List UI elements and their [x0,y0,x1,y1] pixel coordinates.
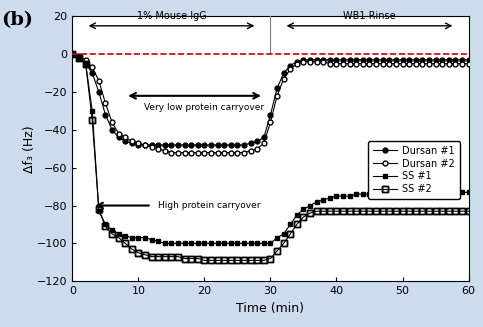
Dursan #2 [314,60,320,64]
SS #2 [201,258,207,262]
Dursan #1 [70,52,75,56]
SS #1 [70,52,75,56]
Dursan #1 [156,143,161,147]
SS #1 [419,190,425,194]
SS #2 [419,209,425,213]
Text: Very low protein carryover: Very low protein carryover [144,103,265,112]
SS #1 [215,241,221,245]
SS #2 [215,258,221,262]
Dursan #2 [287,67,293,71]
Line: Dursan #2: Dursan #2 [70,52,471,155]
SS #1 [149,238,155,242]
SS #1 [162,241,168,245]
Line: SS #2: SS #2 [69,51,472,264]
Dursan #2 [215,151,221,155]
Dursan #1 [136,143,142,147]
SS #2 [314,209,320,213]
Dursan #1 [466,58,471,62]
Text: High protein carryover: High protein carryover [158,201,261,210]
Line: Dursan #1: Dursan #1 [70,52,471,147]
X-axis label: Time (min): Time (min) [237,301,304,315]
SS #2 [287,232,293,236]
Dursan #1 [419,58,425,62]
Dursan #1 [287,63,293,67]
Dursan #1 [215,143,221,147]
Text: WB1 Rinse: WB1 Rinse [343,11,396,21]
Dursan #2 [149,145,155,149]
Line: SS #1: SS #1 [70,52,471,246]
Text: (b): (b) [1,11,33,29]
Dursan #1 [169,143,174,147]
Dursan #1 [314,58,320,62]
Dursan #2 [419,62,425,66]
SS #1 [466,190,471,194]
SS #1 [169,241,174,245]
Text: 1% Mouse IgG: 1% Mouse IgG [137,11,206,21]
Dursan #2 [466,62,471,66]
Dursan #2 [70,52,75,56]
SS #2 [70,52,75,56]
Y-axis label: Δf₃ (Hz): Δf₃ (Hz) [23,125,36,173]
SS #2 [162,255,168,259]
Legend: Dursan #1, Dursan #2, SS #1, SS #2: Dursan #1, Dursan #2, SS #1, SS #2 [368,141,460,199]
SS #1 [287,222,293,226]
Dursan #2 [169,151,174,155]
SS #2 [149,255,155,259]
SS #2 [466,209,471,213]
Dursan #2 [162,149,168,153]
SS #1 [314,200,320,204]
